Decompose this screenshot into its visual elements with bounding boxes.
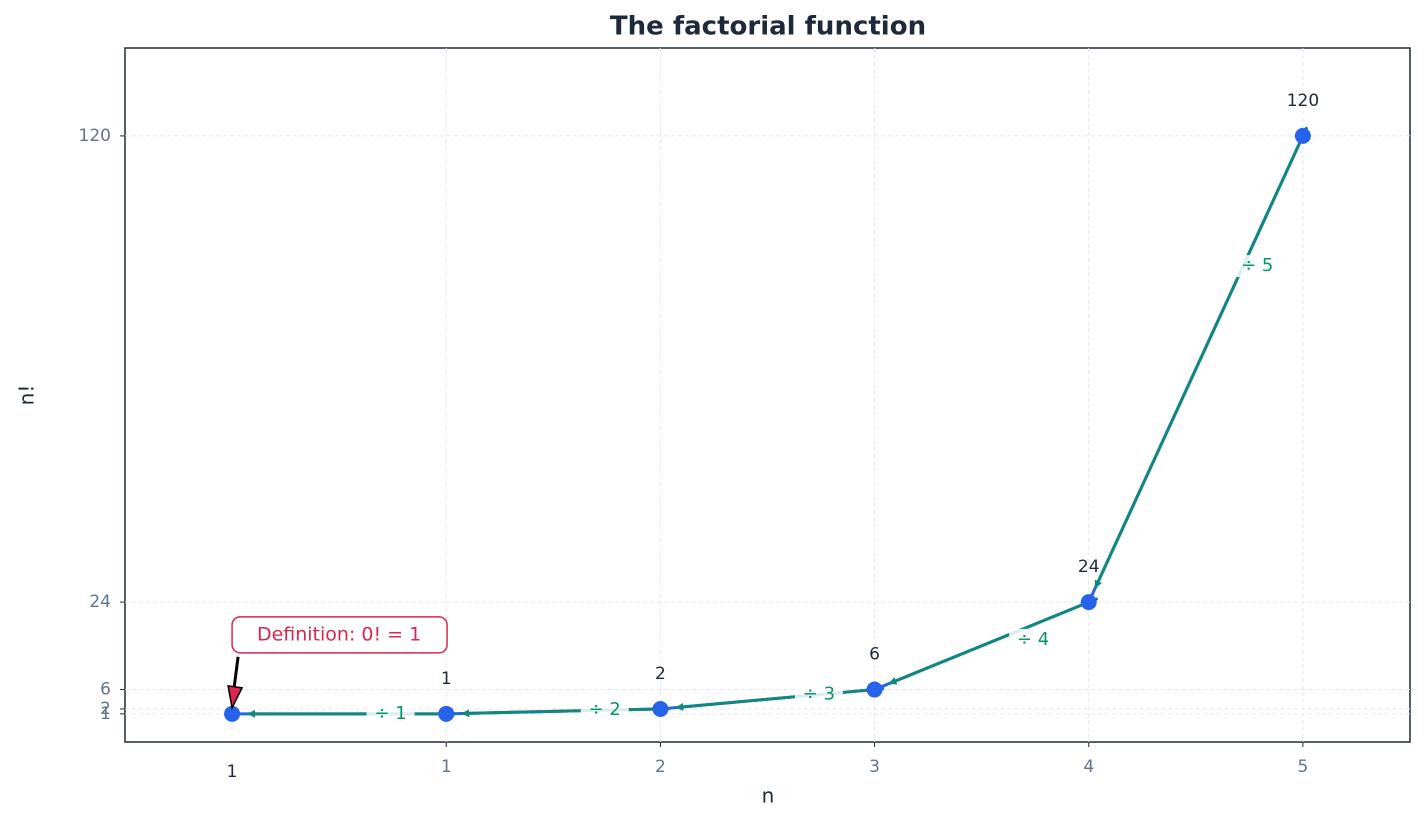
step-label-bg xyxy=(1233,255,1282,278)
y-tick-label: 1 xyxy=(100,704,111,724)
data-label: 120 xyxy=(1287,91,1319,111)
step-label: ÷ 3 xyxy=(803,684,835,705)
x-axis-label: n xyxy=(762,784,775,808)
y-tick-label: 6 xyxy=(100,680,111,700)
step-label-bg xyxy=(794,683,843,706)
data-label: 1 xyxy=(227,762,238,782)
data-point xyxy=(866,681,883,698)
data-point xyxy=(438,705,455,722)
step-label: ÷ 4 xyxy=(1017,629,1049,650)
plot-frame xyxy=(124,47,1411,743)
y-axis-label: n! xyxy=(15,385,39,406)
y-tick-label: 2 xyxy=(100,699,111,719)
annotation-box xyxy=(231,616,448,654)
step-label: ÷ 2 xyxy=(589,699,621,720)
data-point xyxy=(224,705,241,722)
step-label-bg xyxy=(1009,628,1058,651)
data-label: 2 xyxy=(655,664,666,684)
chart-title: The factorial function xyxy=(610,12,926,42)
data-label: 6 xyxy=(869,645,880,665)
x-tick-label: 3 xyxy=(869,757,880,777)
annotation-arrow xyxy=(232,656,240,689)
x-tick-label: 2 xyxy=(655,757,666,777)
step-label-bg xyxy=(366,702,415,725)
x-tick-label: 5 xyxy=(1298,757,1309,777)
data-point xyxy=(652,700,669,717)
step-arrow xyxy=(675,687,885,711)
step-arrow xyxy=(461,707,671,718)
annotation-arrowhead xyxy=(227,684,244,711)
y-tick-label: 120 xyxy=(79,126,111,146)
x-tick-label: 4 xyxy=(1083,757,1094,777)
annotation-text: Definition: 0! = 1 xyxy=(257,623,421,645)
data-label: 1 xyxy=(441,669,452,689)
step-arrow xyxy=(888,597,1099,685)
data-point xyxy=(1080,594,1097,611)
data-point xyxy=(1294,127,1311,144)
x-tick-label: 1 xyxy=(441,757,452,777)
data-label: 24 xyxy=(1078,557,1100,577)
step-label-bg xyxy=(580,699,629,722)
step-label: ÷ 1 xyxy=(374,703,406,724)
step-label: ÷ 5 xyxy=(1241,255,1273,276)
step-arrow xyxy=(1094,126,1309,589)
y-tick-label: 24 xyxy=(89,592,111,612)
